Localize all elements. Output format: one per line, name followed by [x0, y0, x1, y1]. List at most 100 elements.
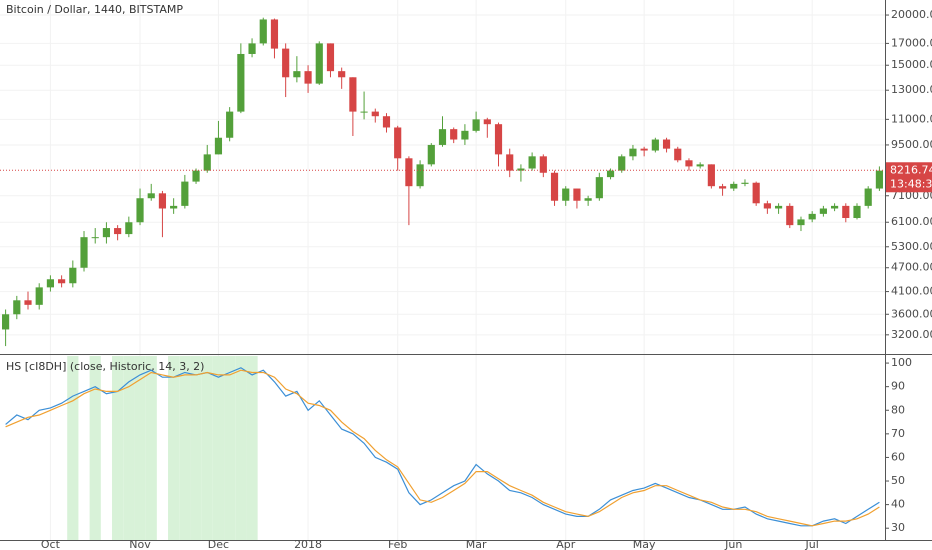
candle-body	[24, 300, 32, 305]
candle-body	[394, 127, 402, 159]
y-tick-label: 80	[891, 403, 905, 416]
candle-body	[35, 287, 43, 305]
candle-body	[875, 170, 883, 189]
x-tick-label: Jul	[805, 538, 819, 550]
candle-body	[158, 193, 167, 209]
y-tick-label: 4700.00	[891, 261, 932, 274]
candle-body	[125, 222, 133, 235]
highlight-zone	[123, 356, 135, 540]
candle-body	[494, 124, 503, 155]
candle-body	[416, 164, 424, 187]
candle-body	[338, 71, 346, 78]
highlight-zone	[190, 356, 202, 540]
candle-body	[181, 181, 189, 206]
candle-body	[730, 183, 738, 189]
candle-body	[170, 205, 178, 209]
candle-body	[405, 158, 413, 187]
x-tick-label: Nov	[129, 538, 151, 550]
candle-body	[203, 154, 211, 171]
y-tick-label: 15000.00	[891, 58, 932, 71]
candle-body	[58, 279, 66, 284]
price-label: 8216.74	[890, 163, 932, 176]
candle-body	[797, 219, 805, 226]
candle-body	[640, 148, 648, 151]
y-tick-label: 3200.00	[891, 328, 932, 341]
y-tick-label: 40	[891, 498, 905, 511]
price-label-box	[886, 162, 932, 193]
candle-body	[853, 205, 861, 219]
candle-body	[427, 144, 435, 165]
candle-body	[293, 71, 301, 78]
candle-body	[304, 71, 312, 84]
candle-body	[562, 188, 570, 201]
candle-body	[550, 172, 559, 201]
indicator-title: HS [cI8DH] (close, Historic, 14, 3, 2)	[6, 360, 204, 373]
candle-body	[114, 228, 122, 235]
candle-body	[584, 198, 592, 201]
candle-body	[450, 129, 458, 140]
indicator-line	[5, 369, 880, 527]
candle-body	[842, 205, 850, 219]
candle-body	[629, 148, 637, 157]
highlight-zone	[67, 356, 79, 540]
y-tick-label: 70	[891, 427, 905, 440]
candle-body	[472, 119, 480, 131]
candle-body	[382, 116, 391, 128]
x-tick-label: Dec	[208, 538, 229, 550]
candle-body	[237, 53, 245, 112]
highlight-zone	[201, 356, 213, 540]
candle-body	[517, 168, 525, 171]
candle-body	[13, 300, 21, 315]
x-tick-label: Apr	[556, 538, 576, 550]
candle-body	[438, 129, 447, 145]
highlight-zone	[224, 356, 236, 540]
x-tick-label: Jun	[724, 538, 742, 550]
candle-body	[69, 267, 77, 284]
candle-body	[214, 137, 223, 155]
candle-body	[315, 43, 323, 84]
chart-title: Bitcoin / Dollar, 1440, BITSTAMP	[6, 3, 183, 16]
candle-body	[461, 130, 469, 140]
candle-body	[707, 164, 715, 187]
y-tick-label: 11000.00	[891, 112, 932, 125]
y-tick-label: 6100.00	[891, 215, 932, 228]
candle-body	[349, 77, 357, 112]
candle-body	[80, 237, 88, 268]
y-tick-label: 17000.00	[891, 36, 932, 49]
candle-body	[259, 19, 267, 44]
highlight-zone	[168, 356, 180, 540]
candle-body	[506, 154, 514, 171]
y-tick-label: 13000.00	[891, 83, 932, 96]
candle-body	[136, 198, 144, 223]
countdown-label: 13:48:32	[890, 177, 932, 190]
candle-body	[270, 19, 279, 49]
highlight-zone	[235, 356, 247, 540]
highlight-zone	[134, 356, 146, 540]
highlight-zone	[212, 356, 225, 540]
candle-body	[741, 182, 749, 184]
highlight-zone	[145, 356, 157, 540]
candle-body	[573, 188, 581, 201]
highlight-zone	[246, 356, 258, 540]
candle-body	[2, 314, 10, 330]
candle-body	[46, 279, 54, 288]
candle-body	[371, 111, 379, 117]
x-tick-label: Feb	[388, 538, 407, 550]
candle-body	[752, 182, 760, 204]
y-tick-label: 30	[891, 521, 905, 534]
candle-body	[819, 208, 827, 214]
highlight-zone	[89, 356, 101, 540]
x-tick-label: Mar	[466, 538, 487, 550]
highlight-zone	[179, 356, 191, 540]
y-tick-label: 3600.00	[891, 307, 932, 320]
highlight-zone	[112, 356, 124, 540]
candle-body	[774, 205, 783, 209]
candle-body	[147, 193, 155, 199]
candle-body	[696, 164, 704, 167]
candle-body	[595, 177, 603, 199]
candle-body	[528, 156, 536, 169]
candle-body	[192, 170, 200, 182]
candle-body	[718, 186, 727, 189]
candle-body	[674, 148, 682, 161]
candle-body	[864, 188, 872, 206]
